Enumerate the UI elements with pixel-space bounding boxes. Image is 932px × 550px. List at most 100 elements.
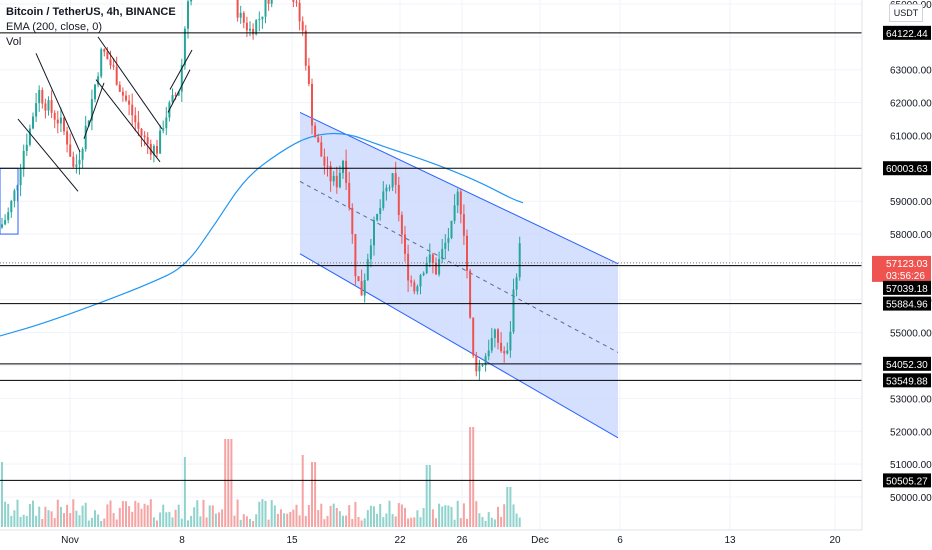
volume-bar (190, 515, 193, 527)
candle-body (425, 262, 428, 274)
time-tick-label: 6 (617, 535, 623, 546)
candle-body (413, 282, 416, 292)
volume-bar (193, 507, 196, 527)
volume-bar (162, 504, 165, 527)
volume-bar (264, 500, 267, 527)
volume-bar (320, 503, 323, 527)
volume-bar (205, 517, 208, 527)
volume-bar (131, 511, 134, 527)
pattern-lines[interactable] (0, 0, 193, 235)
channel-lower-line (299, 253, 619, 439)
volume-bar (397, 503, 400, 527)
volume-bar (159, 512, 162, 527)
volume-bar (459, 518, 462, 527)
candle-body (38, 90, 41, 104)
volume-bar (230, 439, 233, 527)
price-axis[interactable]: 65000.0063000.0062000.0061000.0059000.00… (861, 0, 932, 550)
ema-legend[interactable]: EMA (200, close, 0) (6, 21, 102, 33)
candle-body (410, 280, 413, 283)
volume-bar (171, 517, 174, 527)
volume-bar (146, 505, 149, 527)
candle-body (87, 120, 90, 126)
volume-bar (249, 518, 251, 527)
volume-bar (506, 487, 509, 527)
volume-bar (218, 512, 220, 527)
volume-bar (90, 517, 93, 527)
time-tick-label: 8 (179, 535, 185, 546)
candle-body (348, 182, 351, 208)
candle-body (183, 28, 186, 66)
candle-body (382, 191, 385, 208)
candle-body (394, 173, 397, 185)
volume-bar (38, 506, 41, 527)
volume-bar (354, 501, 357, 527)
time-axis[interactable]: Nov 8 15 22 26 Dec 6 13 20 (0, 529, 932, 550)
volume-bar (425, 465, 428, 527)
candle-body (50, 100, 53, 113)
candle-body (376, 213, 379, 221)
volume-bar (419, 517, 422, 527)
candle-body (72, 156, 75, 167)
volume-bar (177, 504, 180, 527)
level-price-tag (883, 296, 931, 311)
candle-body (314, 125, 317, 138)
candle-body (118, 84, 121, 92)
volume-bar (214, 513, 217, 527)
volume-bar (143, 503, 146, 527)
horizontal-levels[interactable] (0, 32, 862, 481)
volume-bar (382, 517, 385, 527)
volume-bar (221, 509, 224, 527)
level-price-tag (883, 161, 931, 176)
ema-200-line (0, 132, 524, 337)
volume-bar (323, 519, 326, 527)
volume-bar (453, 519, 456, 527)
candle-body (41, 90, 44, 104)
candle-body (428, 254, 431, 263)
candle-body (484, 356, 487, 365)
candle-body (500, 342, 503, 352)
volume-bar (261, 499, 264, 527)
volume-bar (199, 516, 202, 527)
candle-body (245, 22, 248, 31)
volume-bar (66, 504, 69, 527)
candle-body (112, 65, 115, 67)
volume-bar (152, 517, 155, 527)
pattern-line (35, 53, 81, 153)
candle-body (78, 159, 81, 165)
pattern-line (97, 36, 163, 130)
time-tick-label: 26 (456, 535, 468, 546)
currency-label[interactable]: USDT (889, 4, 923, 22)
volume-bar (202, 499, 205, 527)
volume-bar (304, 516, 307, 527)
volume-bar (94, 510, 96, 527)
volume-bar (134, 500, 137, 527)
volume-legend[interactable]: Vol (6, 36, 22, 48)
volume-bar (16, 499, 19, 527)
price-tick-label: 58000.00 (890, 230, 932, 241)
volume-bar (345, 515, 348, 527)
candle-body (369, 245, 372, 260)
volume-bar (128, 506, 131, 527)
candle-body (338, 172, 341, 188)
volume-bar (478, 513, 481, 527)
candle-body (90, 99, 93, 121)
candle-body (391, 173, 394, 188)
volume-bar (242, 514, 245, 527)
candle-body (345, 160, 348, 183)
volume-bar (233, 515, 236, 527)
volume-bar (444, 505, 447, 527)
volume-bar (329, 505, 332, 527)
candle-body (462, 214, 465, 236)
volume-bar (373, 506, 375, 527)
candle-body (469, 270, 472, 318)
time-tick-label: 15 (286, 535, 298, 546)
candle-body (128, 100, 131, 105)
volume-bar (348, 505, 351, 527)
ema-line (0, 132, 524, 337)
candle-body (342, 160, 344, 173)
volume-bar (280, 509, 282, 527)
descending-channel[interactable] (299, 112, 619, 439)
volume-bar (47, 510, 50, 527)
candle-body (121, 91, 124, 96)
